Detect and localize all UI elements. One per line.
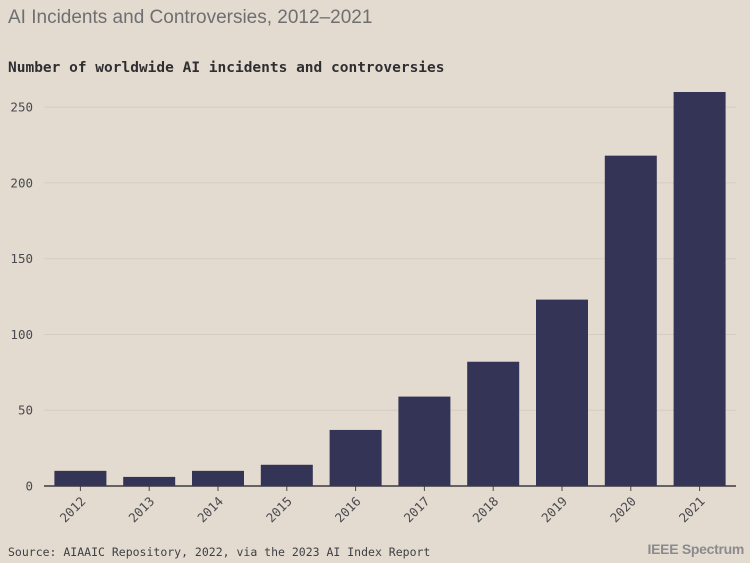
x-tick-label: 2018 [469, 494, 501, 526]
bar-2020 [604, 155, 657, 486]
source-note: Source: AIAAIC Repository, 2022, via the… [8, 545, 431, 559]
x-tick-label: 2019 [538, 494, 570, 526]
x-tick-label: 2013 [125, 494, 157, 526]
bar-2017 [398, 396, 451, 486]
x-tick-label: 2014 [194, 494, 226, 526]
bar-2019 [536, 299, 588, 486]
y-tick-label: 50 [18, 403, 33, 418]
page-title: AI Incidents and Controversies, 2012–202… [8, 7, 373, 28]
brand-logo: IEEE Spectrum [647, 541, 745, 557]
x-tick-label: 2012 [57, 494, 89, 526]
bar-2012 [54, 470, 107, 486]
y-tick-label: 150 [10, 251, 33, 266]
x-tick-label: 2016 [332, 494, 364, 526]
bar-2018 [467, 361, 520, 486]
x-tick-label: 2017 [401, 494, 433, 526]
y-tick-label: 0 [25, 479, 33, 494]
bar-2014 [192, 470, 244, 486]
bar-2021 [673, 92, 726, 486]
chart-title: Number of worldwide AI incidents and con… [8, 60, 445, 76]
bar-2015 [260, 464, 313, 486]
y-tick-label: 100 [10, 327, 33, 342]
y-tick-label: 200 [10, 175, 33, 190]
bar-2013 [123, 476, 176, 486]
x-tick-label: 2020 [607, 494, 639, 526]
x-tick-label: 2021 [676, 494, 708, 526]
bar-2016 [329, 429, 382, 486]
y-tick-label: 250 [10, 100, 33, 115]
x-tick-label: 2015 [263, 494, 295, 526]
